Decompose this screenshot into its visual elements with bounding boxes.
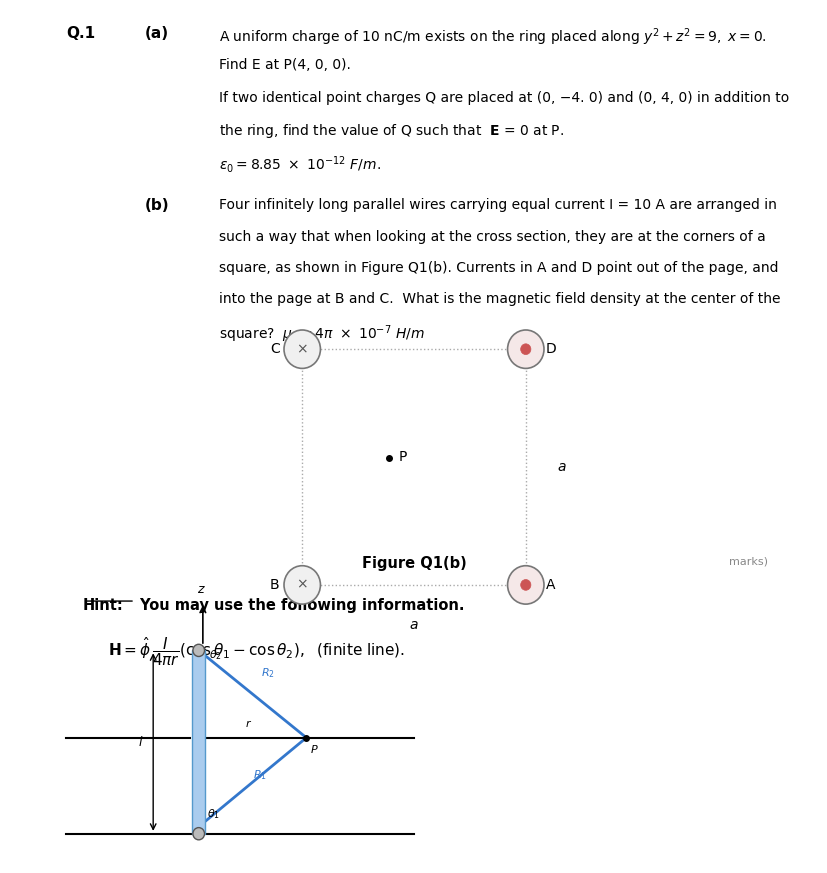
Text: C: C [270, 342, 280, 356]
Text: $\theta_2$: $\theta_2$ [208, 648, 222, 662]
Circle shape [193, 644, 204, 656]
Text: Find E at P(4, 0, 0).: Find E at P(4, 0, 0). [219, 58, 351, 72]
Text: the ring, find the value of Q such that  $\mathbf{E}$ = 0 at P.: the ring, find the value of Q such that … [219, 122, 564, 141]
Text: P: P [310, 745, 317, 754]
Text: P: P [399, 450, 407, 464]
Text: ×: × [296, 342, 308, 356]
Text: A uniform charge of 10 nC/m exists on the ring placed along $y^2 + z^2 = 9,\ x =: A uniform charge of 10 nC/m exists on th… [219, 26, 767, 48]
Text: a: a [409, 618, 418, 632]
Text: B: B [270, 578, 280, 592]
Text: Figure Q1(b): Figure Q1(b) [361, 556, 466, 571]
Text: ×: × [296, 578, 308, 592]
Text: $\mathbf{H} = \hat{\phi}\,\dfrac{I}{4\pi r}(\cos\theta_1 - \cos\theta_2),$  (fin: $\mathbf{H} = \hat{\phi}\,\dfrac{I}{4\pi… [108, 636, 404, 669]
Text: $R_1$: $R_1$ [252, 768, 266, 782]
Circle shape [193, 828, 204, 840]
Text: square, as shown in Figure Q1(b). Currents in A and D point out of the page, and: square, as shown in Figure Q1(b). Curren… [219, 261, 778, 275]
Circle shape [507, 330, 543, 368]
Text: such a way that when looking at the cross section, they are at the corners of a: such a way that when looking at the cros… [219, 230, 765, 244]
Text: $R_2$: $R_2$ [261, 666, 275, 680]
Circle shape [507, 566, 543, 604]
Text: a: a [557, 460, 565, 474]
Circle shape [520, 344, 530, 354]
Text: (b): (b) [145, 198, 170, 213]
Text: D: D [545, 342, 555, 356]
Circle shape [284, 566, 320, 604]
Text: l: l [139, 736, 142, 748]
Text: marks): marks) [728, 556, 767, 566]
Text: z: z [197, 583, 203, 596]
Text: (a): (a) [145, 26, 169, 41]
Text: A: A [545, 578, 555, 592]
Text: Four infinitely long parallel wires carrying equal current I = 10 A are arranged: Four infinitely long parallel wires carr… [219, 198, 777, 212]
Circle shape [284, 330, 320, 368]
Text: r: r [246, 719, 251, 729]
Text: $\theta_1$: $\theta_1$ [207, 808, 220, 821]
Text: Q.1: Q.1 [66, 26, 95, 41]
Text: square?  $\mu_o = 4\pi\ \times\ 10^{-7}\ H/m$: square? $\mu_o = 4\pi\ \times\ 10^{-7}\ … [219, 324, 425, 346]
Text: You may use the following information.: You may use the following information. [135, 598, 464, 613]
Text: $\varepsilon_0 = 8.85\ \times\ 10^{-12}\ F/m.$: $\varepsilon_0 = 8.85\ \times\ 10^{-12}\… [219, 154, 381, 175]
Text: into the page at B and C.  What is the magnetic field density at the center of t: into the page at B and C. What is the ma… [219, 292, 780, 306]
Text: If two identical point charges Q are placed at (0, −4. 0) and (0, 4, 0) in addit: If two identical point charges Q are pla… [219, 91, 789, 105]
Circle shape [520, 580, 530, 590]
Bar [192, 650, 205, 834]
Text: Hint:: Hint: [83, 598, 123, 613]
